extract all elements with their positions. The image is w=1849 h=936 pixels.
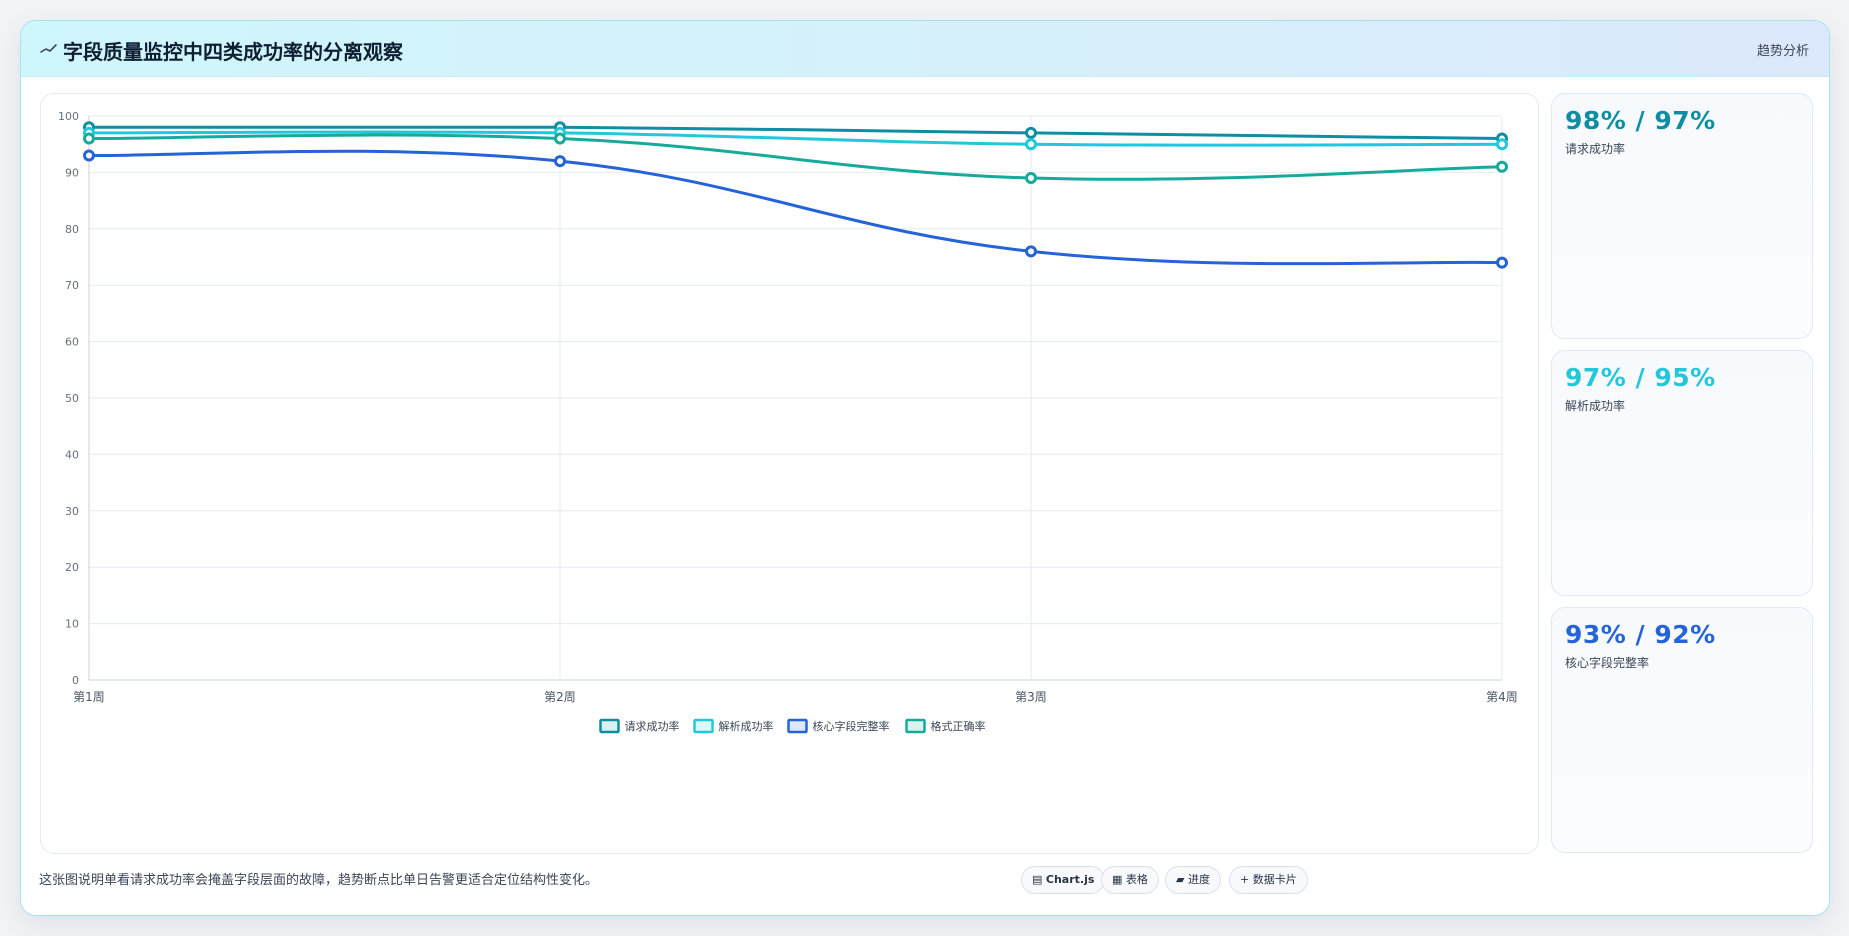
data-point — [1025, 126, 1037, 139]
pill-chartjs[interactable]: ▤ Chart.js — [1021, 866, 1106, 894]
series-line — [88, 149, 1503, 266]
plus-icon: + — [1240, 873, 1250, 886]
table-icon: ▦ — [1112, 873, 1123, 886]
legend-swatch — [905, 718, 926, 734]
legend-swatch — [599, 718, 620, 734]
card-header: 字段质量监控中四类成功率的分离观察 趋势分析 — [21, 21, 1829, 77]
data-point — [554, 155, 566, 168]
pill-table[interactable]: ▦ 表格 — [1101, 866, 1159, 894]
kpi-value: 97% / 95% — [1565, 363, 1716, 392]
chart-panel: 0 10 20 30 40 50 60 70 80 90 100 第1周 第2周 第3周 第4周请求成功率 解… — [40, 93, 1539, 854]
x-tick-label: 第3周 — [1015, 690, 1047, 704]
y-tick-label: 0 — [72, 674, 79, 687]
kpi-card-parse: 97% / 95% 解析成功率 — [1551, 350, 1813, 596]
data-point — [1025, 138, 1037, 151]
y-tick-label: 80 — [65, 223, 79, 236]
legend-swatch — [693, 718, 714, 734]
y-tick-label: 60 — [65, 336, 79, 349]
y-tick-label: 90 — [65, 166, 79, 179]
data-point — [1496, 138, 1508, 151]
legend-label: 格式正确率 — [931, 719, 986, 733]
series-line — [88, 133, 1503, 181]
pill-label: 表格 — [1125, 873, 1148, 886]
y-tick-label: 50 — [65, 392, 79, 405]
pill-progress[interactable]: ▰ 进度 — [1165, 866, 1221, 894]
series-line — [88, 125, 1503, 141]
data-point — [1496, 256, 1508, 269]
kpi-label: 核心字段完整率 — [1565, 656, 1650, 670]
y-tick-label: 100 — [58, 110, 79, 123]
page-title: 字段质量监控中四类成功率的分离观察 — [63, 40, 403, 64]
data-point — [1025, 245, 1037, 258]
kpi-card-request: 98% / 97% 请求成功率 — [1551, 93, 1813, 339]
progress-icon: ▰ — [1176, 873, 1185, 886]
kpi-label: 解析成功率 — [1565, 399, 1626, 413]
data-point — [1496, 160, 1508, 173]
x-tick-label: 第4周 — [1486, 690, 1518, 704]
legend-label: 核心字段完整率 — [813, 719, 890, 733]
data-point — [1025, 172, 1037, 185]
legend-label: 解析成功率 — [719, 719, 774, 733]
pill-label: 数据卡片 — [1252, 873, 1297, 886]
legend-label: 请求成功率 — [625, 719, 680, 733]
y-tick-label: 20 — [65, 561, 79, 574]
y-tick-label: 40 — [65, 448, 79, 461]
pill-label: 进度 — [1187, 873, 1210, 886]
x-tick-label: 第1周 — [73, 690, 105, 704]
data-point — [83, 132, 95, 145]
footer-note: 这张图说明单看请求成功率会掩盖字段层面的故障，趋势断点比单日告警更适合定位结构性… — [39, 873, 599, 888]
x-tick-label: 第2周 — [544, 690, 576, 704]
kpi-value: 93% / 92% — [1565, 620, 1716, 649]
data-point — [554, 132, 566, 145]
pill-label: Chart.js — [1045, 873, 1095, 886]
trend-icon — [40, 44, 57, 53]
legend-swatch — [787, 718, 808, 734]
dashboard-card: 字段质量监控中四类成功率的分离观察 趋势分析 0 10 20 30 40 50 60 70 80… — [20, 20, 1830, 916]
kpi-value: 98% / 97% — [1565, 106, 1716, 135]
y-tick-label: 30 — [65, 505, 79, 518]
series-line — [88, 130, 1503, 147]
analysis-tag: 趋势分析 — [1756, 44, 1809, 59]
kpi-card-core-field: 93% / 92% 核心字段完整率 — [1551, 607, 1813, 853]
chart-icon: ▤ — [1032, 873, 1043, 886]
y-tick-label: 70 — [65, 279, 79, 292]
data-point — [83, 149, 95, 162]
kpi-label: 请求成功率 — [1565, 142, 1626, 156]
y-tick-label: 10 — [65, 618, 79, 631]
pill-data-card[interactable]: + 数据卡片 — [1229, 866, 1308, 894]
